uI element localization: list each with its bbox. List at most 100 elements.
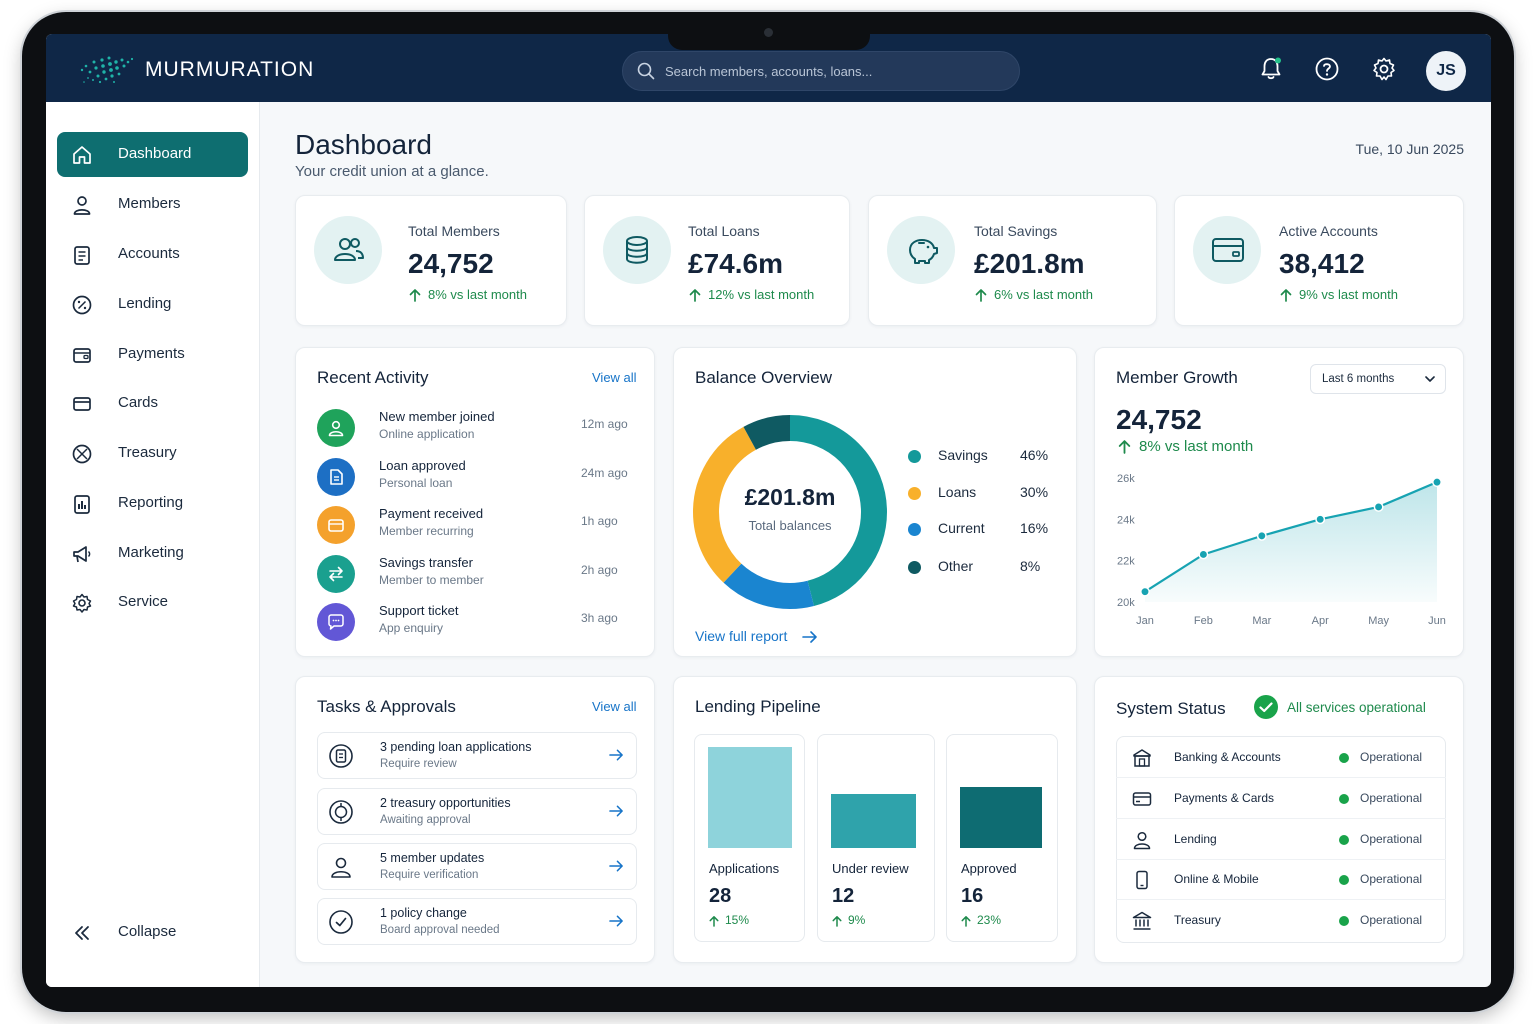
arrow-right-icon [802, 631, 817, 643]
card-title: Member Growth [1116, 368, 1238, 387]
stage-delta: 15% [725, 913, 750, 927]
sidebar-item-label: Members [118, 195, 181, 212]
bell-icon[interactable] [1258, 56, 1284, 82]
sidebar-item-reporting[interactable]: Reporting [57, 481, 248, 526]
task-item[interactable]: 2 treasury opportunities Awaiting approv… [317, 788, 637, 835]
legend-item-savings: Savings 46% [908, 446, 1058, 466]
sidebar-item-members[interactable]: Members [57, 182, 248, 227]
growth-value: 24,752 [1116, 404, 1202, 435]
search-input[interactable] [665, 60, 1005, 82]
service-name: Online & Mobile [1174, 872, 1259, 886]
page-subtitle: Your credit union at a glance. [295, 163, 489, 180]
status-row: Lending Operational [1116, 819, 1446, 860]
task-title: 1 policy change [380, 906, 467, 920]
legend-percent: 46% [1020, 447, 1049, 463]
task-title: 2 treasury opportunities [380, 796, 511, 810]
sidebar-item-treasury[interactable]: Treasury [57, 431, 248, 476]
pipeline-bar [708, 747, 792, 848]
arrow-up-icon [961, 916, 971, 927]
activity-icon-circle [317, 458, 355, 496]
task-subtitle: Board approval needed [380, 924, 500, 936]
help-icon[interactable] [1314, 56, 1340, 82]
stat-card-total-members[interactable]: Total Members 24,752 8% vs last month [295, 195, 567, 326]
task-item[interactable]: 3 pending loan applications Require revi… [317, 732, 637, 779]
activity-item[interactable]: Loan approved Personal loan 24m ago [317, 456, 635, 500]
stage-delta: 9% [848, 913, 866, 927]
card-icon [73, 397, 91, 411]
x-tick-label: Mar [1252, 615, 1271, 627]
pipeline-stage-applications[interactable]: Applications 28 15% [694, 734, 805, 942]
service-state: Operational [1360, 913, 1423, 927]
view-full-report-link[interactable]: View full report [695, 628, 817, 648]
search-bar[interactable] [622, 51, 1020, 91]
activity-item[interactable]: New member joined Online application 12m… [317, 407, 635, 451]
pipeline-bar [960, 786, 1042, 848]
collapse-sidebar-button[interactable]: Collapse [57, 910, 248, 955]
x-tick-label: May [1368, 615, 1389, 627]
range-select-dropdown[interactable]: Last 6 months [1310, 364, 1446, 394]
settings-gear-icon[interactable] [1371, 56, 1397, 82]
activity-item[interactable]: Support ticket App enquiry 3h ago [317, 601, 635, 645]
sidebar-item-lending[interactable]: Lending [57, 282, 248, 327]
status-row: Online & Mobile Operational [1116, 859, 1446, 900]
megaphone-icon [73, 546, 91, 563]
growth-point [1373, 501, 1384, 512]
task-item[interactable]: 5 member updates Require verification [317, 843, 637, 890]
stat-value: £201.8m [974, 248, 1085, 279]
y-tick-label: 20k [1117, 597, 1135, 609]
collapse-label: Collapse [118, 923, 177, 940]
ledger-icon [74, 246, 90, 265]
legend-swatch [908, 450, 921, 463]
members-icon [334, 238, 364, 261]
range-select-value: Last 6 months [1322, 373, 1395, 385]
sidebar-item-marketing[interactable]: Marketing [57, 531, 248, 576]
stat-card-total-loans[interactable]: Total Loans £74.6m 12% vs last month [584, 195, 850, 326]
service-state: Operational [1360, 791, 1423, 805]
legend-percent: 30% [1020, 484, 1049, 500]
stat-label: Total Members [408, 223, 500, 239]
service-state: Operational [1360, 750, 1423, 764]
card-title: Lending Pipeline [695, 697, 821, 716]
activity-item[interactable]: Savings transfer Member to member 2h ago [317, 553, 635, 597]
legend-percent: 16% [1020, 520, 1049, 536]
member-growth-card: Member Growth Last 6 months 24,752 8% vs… [1094, 347, 1464, 657]
view-all-activity-link[interactable]: View all [592, 370, 637, 385]
donut-slice-current [693, 415, 887, 609]
sidebar-item-service[interactable]: Service [57, 580, 248, 625]
sidebar-item-accounts[interactable]: Accounts [57, 232, 248, 277]
service-name: Treasury [1174, 913, 1221, 927]
legend-name: Other [938, 558, 974, 574]
stat-card-active-accounts[interactable]: Active Accounts 38,412 9% vs last month [1174, 195, 1464, 326]
pipeline-stage-approved[interactable]: Approved 16 23% [946, 734, 1058, 942]
stat-card-total-savings[interactable]: Total Savings £201.8m 6% vs last month [868, 195, 1157, 326]
activity-icon-circle [317, 506, 355, 544]
arrow-up-icon [409, 289, 421, 302]
user-avatar[interactable]: JS [1426, 51, 1466, 91]
status-row: Treasury Operational [1116, 900, 1446, 941]
recent-activity-card: Recent Activity View all New member join… [295, 347, 655, 657]
sidebar-item-cards[interactable]: Cards [57, 381, 248, 426]
growth-point [1198, 549, 1209, 560]
balance-donut-chart [693, 415, 887, 609]
transfer-arrows-icon [329, 566, 343, 582]
sidebar-item-label: Service [118, 593, 169, 610]
legend-name: Current [938, 520, 985, 536]
arrow-up-icon [975, 289, 987, 302]
status-row: Payments & Cards Operational [1116, 778, 1446, 819]
sidebar-item-dashboard[interactable]: Dashboard [57, 132, 248, 177]
user-icon [1133, 831, 1151, 850]
report-icon [74, 495, 90, 514]
view-all-tasks-link[interactable]: View all [592, 699, 637, 714]
task-item[interactable]: 1 policy change Board approval needed [317, 898, 637, 945]
sidebar-item-label: Marketing [118, 544, 184, 561]
growth-line [1144, 481, 1438, 593]
stage-value: 12 [832, 885, 855, 907]
app-screen: MURMURATION JS Dashboard [46, 34, 1491, 987]
sidebar-item-payments[interactable]: Payments [57, 332, 248, 377]
activity-item[interactable]: Payment received Member recurring 1h ago [317, 504, 635, 548]
mobile-icon [1136, 870, 1148, 890]
task-title: 5 member updates [380, 851, 485, 865]
pipeline-stage-under-review[interactable]: Under review 12 9% [817, 734, 935, 942]
camera-lens [764, 28, 773, 37]
legend-item-other: Other 8% [908, 557, 1058, 577]
